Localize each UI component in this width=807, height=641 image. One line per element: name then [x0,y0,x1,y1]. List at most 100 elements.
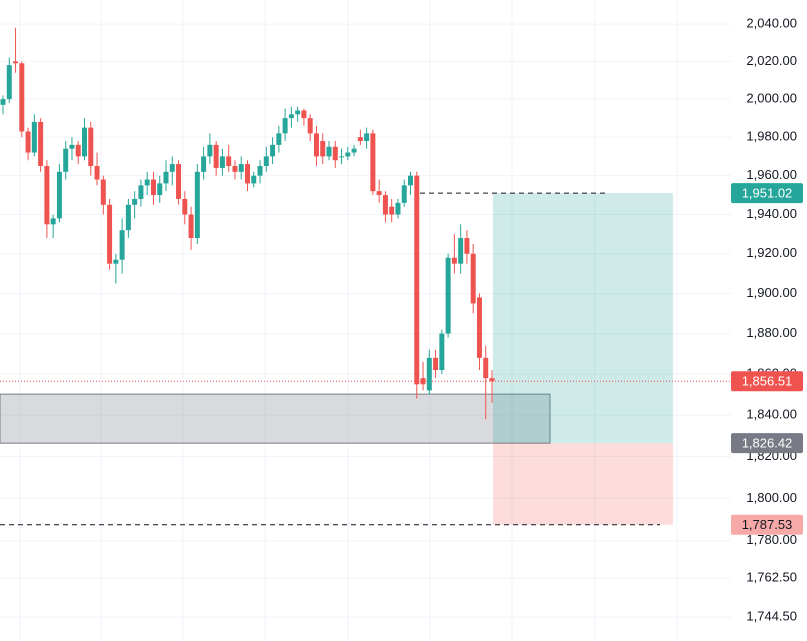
candle-body [364,133,370,142]
candle-body [470,253,476,304]
candle-body [157,183,163,196]
candle-body [6,65,12,100]
y-tick-label: 2,020.00 [746,53,797,68]
candle-body [213,144,219,168]
price-label: 1,951.02 [742,186,793,201]
candle-body [464,238,470,254]
candle-body [119,230,125,260]
candle-body [176,164,182,199]
y-tick-label: 1,762.50 [746,570,797,585]
candle-body [326,146,332,157]
candle-body [144,179,150,186]
candle-body [445,257,451,334]
candle-body [414,175,420,385]
y-tick-label: 2,000.00 [746,91,797,106]
candle-body [19,63,25,132]
candle-body [426,357,432,391]
candle-body [132,198,138,205]
candle-body [408,175,413,186]
candle-body [25,131,31,153]
candle-body [376,191,382,196]
candle-body [169,164,175,172]
candle-body [295,110,301,115]
candle-body [357,137,363,142]
candle-body [420,378,426,385]
candle-body [100,179,106,205]
candle-body [94,166,100,180]
zone [493,193,673,444]
candle-body [288,114,294,119]
zone [0,393,551,444]
candle-body [351,148,357,153]
y-tick-label: 1,780.00 [746,532,797,547]
candle-body [0,99,6,105]
candle-body [238,164,244,172]
candle-body [163,171,169,184]
candle-body [451,257,457,264]
candle-body [69,144,75,149]
candle-body [245,164,250,184]
candle-body [251,175,257,184]
price-label-box [731,514,803,535]
candle-body [263,156,269,167]
zone [493,443,673,525]
candle-body [270,144,276,157]
time-grid [19,0,678,641]
candle-body [88,127,94,167]
candle-body [458,238,464,264]
price-label: 1,826.42 [742,436,793,451]
candle-body [282,118,288,134]
candle-body [226,156,232,167]
y-tick-label: 1,840.00 [746,407,797,422]
candle-body [56,171,62,219]
candle-body [332,146,338,161]
candle-body [38,121,44,167]
y-tick-label: 1,920.00 [746,245,797,260]
candle-body [439,333,445,371]
y-tick-label: 1,900.00 [746,285,797,300]
candle-body [433,357,439,371]
y-tick-label: 1,800.00 [746,490,797,505]
candle-body [82,127,87,157]
candle-body [307,118,313,134]
candle-body [483,357,489,379]
candle-body [113,259,119,264]
candle-body [395,202,401,215]
candle-body [345,152,351,157]
price-label: 1,856.51 [742,374,793,389]
candle-body [138,185,144,199]
y-tick-label: 1,960.00 [746,167,797,182]
candle-body [107,204,113,264]
candle-body [50,218,56,225]
candle-body [257,166,263,176]
candle-body [313,133,319,157]
price-label-box [731,183,803,204]
candle-body [150,179,156,196]
candle-body [370,133,376,192]
candle-body [207,144,213,157]
candle-body [320,141,326,157]
candle-body [194,171,200,239]
price-label-box [731,371,803,392]
candle-body [232,166,238,172]
candle-body [219,156,225,168]
candle-body [63,148,69,172]
candle-body [476,297,482,358]
candle-body [401,185,407,203]
candle-body [489,378,495,382]
candle-body [125,204,131,231]
y-tick-label: 1,880.00 [746,325,797,340]
candle-body [276,133,282,145]
candle-body [75,144,81,157]
candle-body [182,198,188,215]
candle-body [301,110,307,119]
candle-body [31,121,37,153]
candle-body [389,206,395,215]
candle-body [201,156,207,172]
y-tick-label: 2,040.00 [746,16,797,31]
candle-body [339,156,345,158]
y-tick-label: 1,980.00 [746,129,797,144]
price-label: 1,787.53 [742,517,793,532]
candle-body [13,61,19,64]
